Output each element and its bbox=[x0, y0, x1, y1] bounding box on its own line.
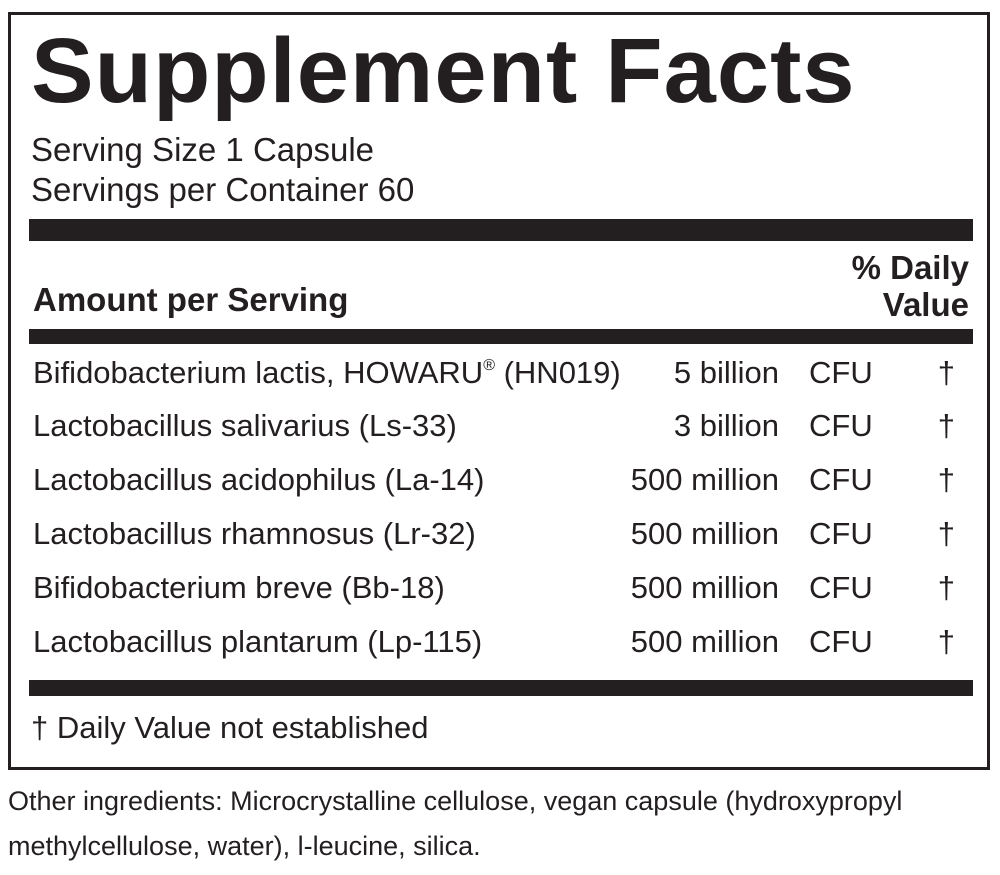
ingredient-unit: CFU bbox=[809, 624, 873, 659]
medium-divider bbox=[29, 329, 973, 344]
table-row: Bifidobacterium lactis, HOWARU® (HN019) … bbox=[33, 355, 973, 409]
daily-value: † bbox=[937, 355, 955, 390]
ingredient-name: Lactobacillus salivarius (Ls-33) bbox=[33, 408, 457, 443]
table-row: Lactobacillus plantarum (Lp-115) 500 mil… bbox=[33, 624, 973, 678]
ingredient-name: Bifidobacterium breve (Bb-18) bbox=[33, 570, 445, 605]
ingredient-unit: CFU bbox=[809, 355, 873, 390]
ingredient-name: Bifidobacterium lactis, HOWARU® (HN019) bbox=[33, 355, 621, 390]
dv-header-line1: % Daily bbox=[851, 249, 969, 286]
table-row: Lactobacillus salivarius (Ls-33) 3 billi… bbox=[33, 408, 973, 462]
other-ingredients-line2: methylcellulose, water), l-leucine, sili… bbox=[8, 831, 481, 861]
ingredient-name: Lactobacillus acidophilus (La-14) bbox=[33, 462, 485, 497]
ingredient-name: Lactobacillus plantarum (Lp-115) bbox=[33, 624, 483, 659]
thick-divider bbox=[29, 680, 973, 696]
ingredient-amount: 500 million bbox=[630, 570, 779, 605]
ingredient-unit: CFU bbox=[809, 462, 873, 497]
daily-value: † bbox=[937, 516, 955, 551]
panel-title: Supplement Facts bbox=[31, 20, 856, 122]
daily-value: † bbox=[937, 570, 955, 605]
daily-value: † bbox=[937, 462, 955, 497]
ingredient-amount: 5 billion bbox=[673, 355, 779, 390]
serving-size: Serving Size 1 Capsule bbox=[31, 131, 375, 168]
ingredient-name: Lactobacillus rhamnosus (Lr-32) bbox=[33, 516, 476, 551]
ingredient-unit: CFU bbox=[809, 516, 873, 551]
other-ingredients-line1: Other ingredients: Microcrystalline cell… bbox=[8, 786, 903, 816]
table-row: Lactobacillus acidophilus (La-14) 500 mi… bbox=[33, 462, 973, 516]
daily-value: † bbox=[937, 408, 955, 443]
ingredient-amount: 500 million bbox=[630, 462, 779, 497]
dv-header-line2: Value bbox=[882, 286, 969, 323]
amount-per-serving-header: Amount per Serving bbox=[33, 281, 349, 318]
ingredient-amount: 500 million bbox=[630, 624, 779, 659]
table-row: Lactobacillus rhamnosus (Lr-32) 500 mill… bbox=[33, 516, 973, 570]
table-row: Bifidobacterium breve (Bb-18) 500 millio… bbox=[33, 570, 973, 624]
thick-divider bbox=[29, 219, 973, 241]
ingredient-unit: CFU bbox=[809, 408, 873, 443]
ingredient-unit: CFU bbox=[809, 570, 873, 605]
ingredient-amount: 3 billion bbox=[673, 408, 779, 443]
daily-value: † bbox=[937, 624, 955, 659]
ingredient-amount: 500 million bbox=[630, 516, 779, 551]
footnote: † Daily Value not established bbox=[31, 710, 429, 745]
supplement-facts-panel: Supplement Facts Serving Size 1 Capsule … bbox=[8, 12, 990, 770]
servings-per-container: Servings per Container 60 bbox=[31, 171, 415, 208]
